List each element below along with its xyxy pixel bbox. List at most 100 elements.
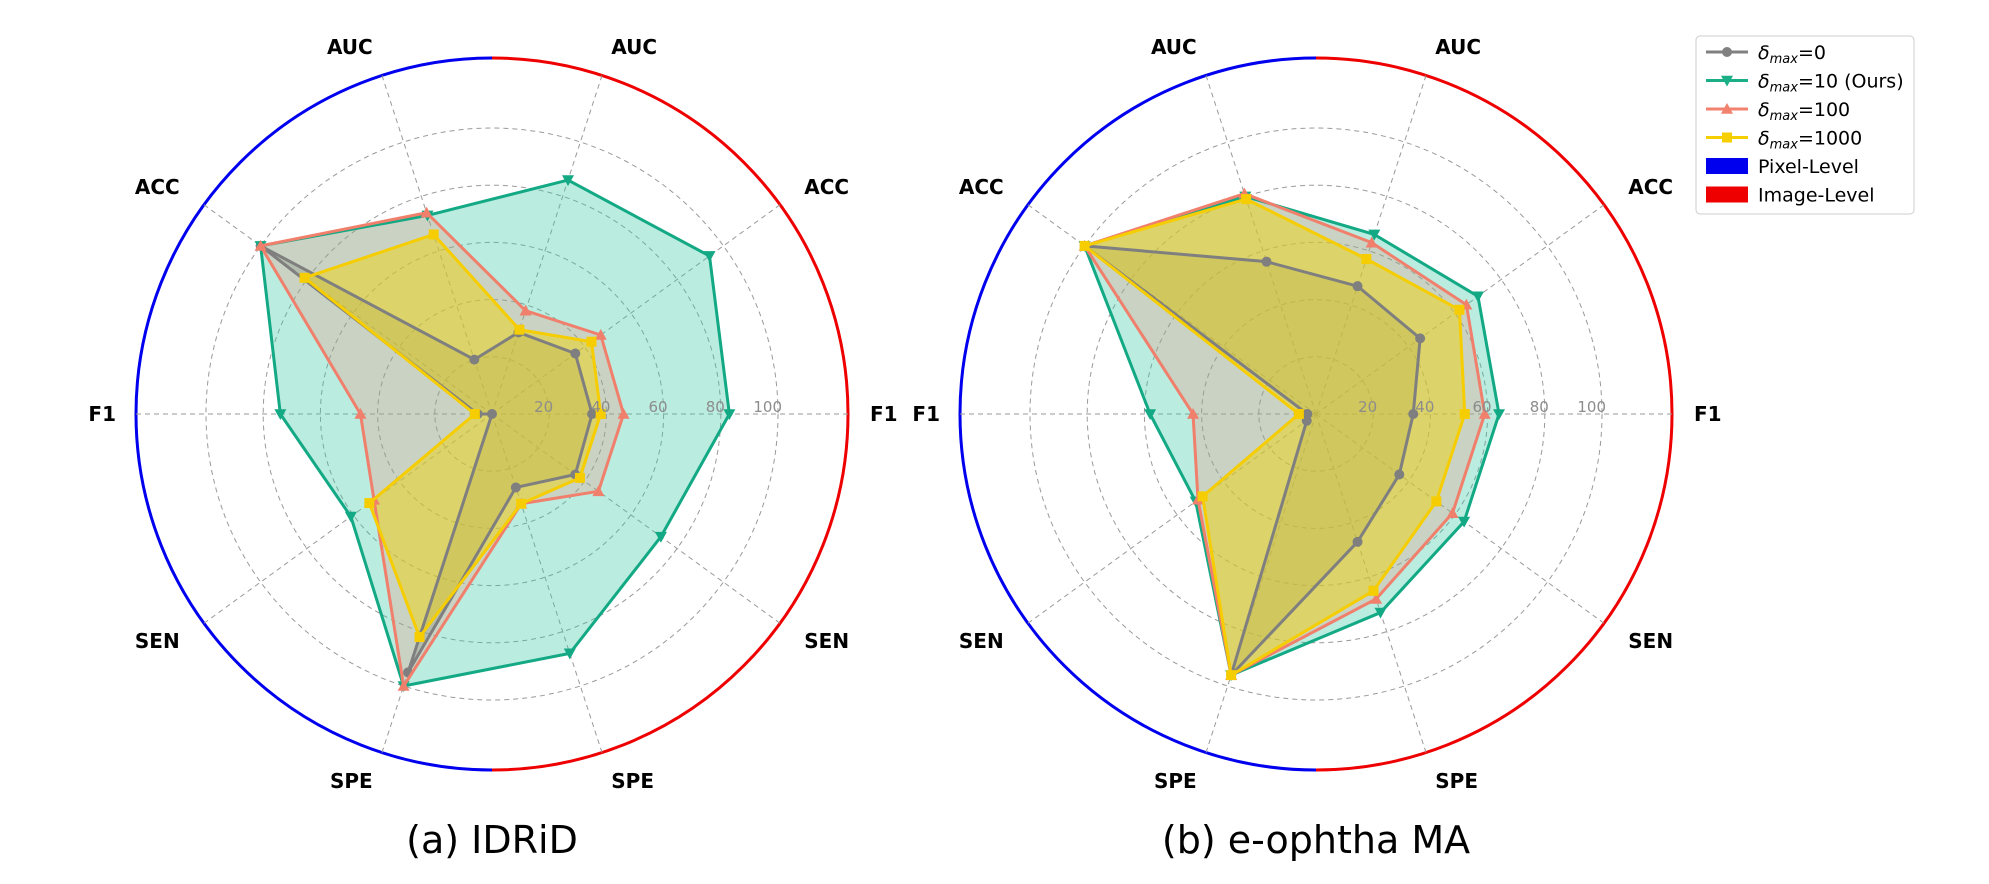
legend-label: Pixel-Level <box>1758 156 1859 178</box>
radial-tick-label: 40 <box>591 398 610 416</box>
data-point <box>1365 236 1378 248</box>
axis-label-sen: SEN <box>1628 629 1673 653</box>
data-point <box>1431 496 1442 507</box>
data-point <box>516 498 527 509</box>
data-point <box>1471 291 1484 303</box>
radar-chart-idrid: 20 40 60 80 100 F1 ACC AUC AUC ACC F1 SEN SPE SPE SEN (… <box>88 35 897 862</box>
data-point <box>1352 536 1363 547</box>
data-point <box>299 272 310 283</box>
axis-label-f1: F1 <box>870 402 898 426</box>
data-point <box>397 680 410 691</box>
legend-item: δmax=10 (Ours) <box>1706 71 1904 96</box>
axis-label-f1: F1 <box>1694 402 1722 426</box>
data-point <box>1187 408 1200 419</box>
data-point <box>594 328 607 340</box>
axis-label-spe: SPE <box>1435 769 1478 793</box>
axis-label-auc: AUC <box>611 35 657 59</box>
data-point <box>1459 409 1470 419</box>
data-point <box>519 304 532 316</box>
data-point <box>1301 415 1312 426</box>
data-point <box>563 648 576 660</box>
axis-label-sen: SEN <box>804 629 849 653</box>
grid-circle <box>377 299 607 529</box>
data-point <box>1478 408 1491 419</box>
axis-label-acc: ACC <box>135 175 180 199</box>
grid-circle <box>205 127 779 701</box>
radial-tick-label: 60 <box>649 398 668 416</box>
series-area-0 <box>260 245 593 673</box>
data-point <box>1241 194 1252 205</box>
data-point <box>654 531 667 543</box>
legend-patch <box>1706 158 1748 174</box>
data-point <box>510 482 521 493</box>
data-point <box>1408 409 1419 419</box>
legend-marker <box>1722 47 1732 57</box>
radar-chart-eophtha: 20 40 60 80 100 F1 ACC AUC AUC ACC F1 SEN SPE SPE SEN (… <box>912 35 1721 862</box>
data-point <box>469 409 480 419</box>
axis-label-auc: AUC <box>327 35 373 59</box>
legend-item: δmax=1000 <box>1706 128 1862 153</box>
data-point <box>254 239 267 251</box>
data-point <box>344 511 357 523</box>
data-point <box>1374 607 1387 619</box>
data-point <box>414 632 425 643</box>
data-point <box>1361 253 1372 264</box>
axis-label-sen: SEN <box>959 629 1004 653</box>
data-point <box>1368 229 1381 241</box>
data-point <box>274 409 287 420</box>
data-point <box>562 175 575 187</box>
radial-tick-label: 60 <box>1473 398 1492 416</box>
data-point <box>1352 281 1363 292</box>
axis-label-sen: SEN <box>135 629 180 653</box>
data-point <box>1493 409 1506 420</box>
data-point <box>514 324 525 335</box>
axis-label-f1: F1 <box>912 402 940 426</box>
data-point <box>1261 256 1272 267</box>
legend-label: δmax=1000 <box>1758 128 1862 153</box>
grid-circle <box>1029 127 1603 701</box>
data-point <box>364 498 375 509</box>
data-point <box>1144 409 1157 420</box>
radial-tick-label: 100 <box>1577 398 1606 416</box>
data-point <box>592 485 605 497</box>
data-point <box>1293 409 1304 419</box>
data-point <box>1079 240 1090 251</box>
data-point <box>703 251 716 262</box>
legend-item: Pixel-Level <box>1706 156 1859 178</box>
radial-tick-label: 100 <box>753 398 782 416</box>
data-point <box>570 348 581 359</box>
data-point <box>487 409 497 419</box>
data-point <box>587 409 598 419</box>
chart-caption: (b) e-ophtha MA <box>1162 818 1470 862</box>
legend: δmax=0 δmax=10 (Ours) δmax=100 δmax=1000 Pix… <box>1695 35 1915 215</box>
data-point <box>428 229 439 240</box>
axis-label-spe: SPE <box>1154 769 1197 793</box>
data-point <box>1226 670 1237 681</box>
axis-label-acc: ACC <box>959 175 1004 199</box>
data-point <box>1394 469 1405 480</box>
data-point <box>1446 507 1459 518</box>
legend-marker <box>1721 75 1733 87</box>
series-area-2 <box>1084 193 1485 676</box>
legend-label: δmax=0 <box>1758 42 1826 67</box>
data-point <box>574 472 585 483</box>
axis-label-acc: ACC <box>804 175 849 199</box>
chart-caption: (a) IDRiD <box>406 818 578 862</box>
data-point <box>617 408 630 419</box>
legend-item: δmax=0 <box>1706 42 1826 67</box>
legend-patch <box>1706 186 1748 203</box>
radial-tick-label: 20 <box>1358 398 1377 416</box>
legend-label: δmax=100 <box>1758 99 1850 124</box>
data-point <box>354 408 367 419</box>
legend-label: δmax=10 (Ours) <box>1758 71 1904 96</box>
radial-tick-label: 80 <box>706 398 725 416</box>
data-point <box>586 336 597 347</box>
legend-item: δmax=100 <box>1706 99 1850 124</box>
axis-label-auc: AUC <box>1435 35 1481 59</box>
radial-tick-label: 80 <box>1530 398 1549 416</box>
axis-label-acc: ACC <box>1628 175 1673 199</box>
legend-marker <box>1721 103 1733 114</box>
data-point <box>1454 304 1465 315</box>
